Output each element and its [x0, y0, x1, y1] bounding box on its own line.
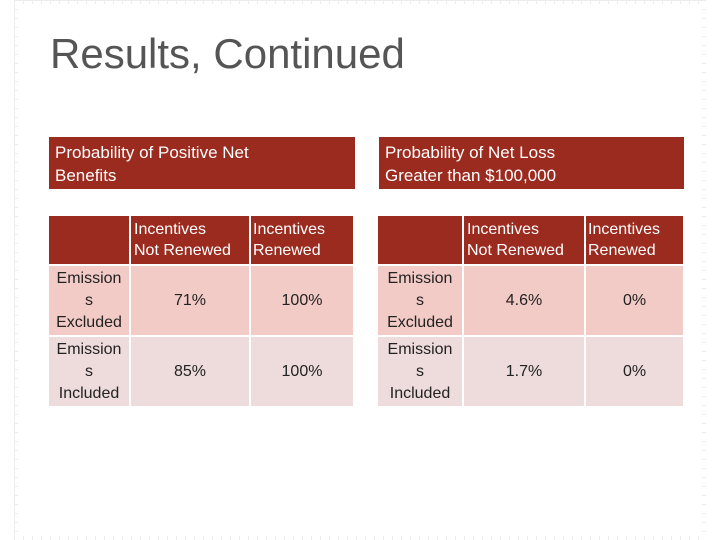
value-cell: 0%: [586, 337, 683, 406]
column-header-not-renewed: Incentives Not Renewed: [131, 216, 249, 264]
column-header-renewed: Incentives Renewed: [251, 216, 353, 264]
column-header-line: Incentives Renewed: [253, 221, 326, 259]
column-header-line: Incentives Not Renewed: [467, 221, 564, 259]
value-cell: 0%: [586, 266, 683, 335]
row-header-emissions-included: Emission s Included: [378, 337, 462, 406]
row-header-emissions-included: Emission s Included: [49, 337, 129, 406]
value-cell: 100%: [251, 266, 353, 335]
column-header-line: Incentives Not Renewed: [134, 221, 231, 259]
column-header-not-renewed: Incentives Not Renewed: [464, 216, 584, 264]
value-cell: 85%: [131, 337, 249, 406]
left-panel-header: Probability of Positive Net Benefits: [49, 137, 355, 189]
row-header-emissions-excluded: Emission s Excluded: [49, 266, 129, 335]
corner-cell: [49, 216, 129, 264]
table-header-row: Incentives Not Renewed Incentives Renewe…: [49, 216, 353, 264]
table-row: Emission s Excluded 4.6% 0%: [378, 266, 683, 335]
value-cell: 1.7%: [464, 337, 584, 406]
table-header-row: Incentives Not Renewed Incentives Renewe…: [378, 216, 683, 264]
row-header-emissions-excluded: Emission s Excluded: [378, 266, 462, 335]
left-results-table: Incentives Not Renewed Incentives Renewe…: [47, 214, 355, 408]
table-row: Emission s Excluded 71% 100%: [49, 266, 353, 335]
table-row: Emission s Included 1.7% 0%: [378, 337, 683, 406]
value-cell: 100%: [251, 337, 353, 406]
right-results-table: Incentives Not Renewed Incentives Renewe…: [376, 214, 685, 408]
right-panel-header: Probability of Net Loss Greater than $10…: [379, 137, 684, 189]
column-header-line: Incentives Renewed: [588, 221, 661, 259]
slide-title: Results, Continued: [50, 30, 405, 77]
table-row: Emission s Included 85% 100%: [49, 337, 353, 406]
value-cell: 4.6%: [464, 266, 584, 335]
value-cell: 71%: [131, 266, 249, 335]
corner-cell: [378, 216, 462, 264]
column-header-renewed: Incentives Renewed: [586, 216, 683, 264]
